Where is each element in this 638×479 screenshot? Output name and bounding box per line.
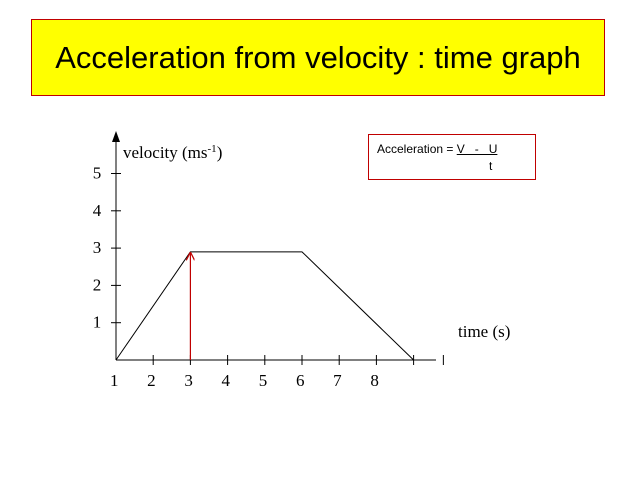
x-tick-label-7: 7 <box>333 371 342 390</box>
y-tick-label-3: 3 <box>93 238 102 257</box>
y-axis-arrowhead <box>112 131 120 142</box>
x-tick-label-8: 8 <box>370 371 379 390</box>
y-axis-label: velocity (ms-1) <box>123 143 222 162</box>
title-banner: Acceleration from velocity : time graph <box>31 19 605 96</box>
chart-plot <box>115 251 414 361</box>
formula-prefix: Acceleration = <box>377 142 457 156</box>
formula-box: Acceleration = V - U t <box>368 134 536 180</box>
x-tick-label-5: 5 <box>259 371 268 390</box>
y-tick-label-1: 1 <box>93 313 102 332</box>
y-tick-label-5: 5 <box>93 164 102 183</box>
y-tick-label-2: 2 <box>93 275 102 294</box>
x-axis-label: time (s) <box>458 322 510 341</box>
slide-title: Acceleration from velocity : time graph <box>55 39 581 75</box>
formula-line: Acceleration = V - U <box>377 142 497 156</box>
chart-ticks: 1 2 3 4 5 6 7 8 1 2 3 4 5 <box>93 164 444 390</box>
x-tick-label-4: 4 <box>222 371 231 390</box>
x-tick-label-2: 2 <box>147 371 156 390</box>
chart-axes <box>112 131 436 361</box>
x-tick-label-3: 3 <box>184 371 193 390</box>
formula-numerator: V - U <box>456 142 498 156</box>
series-line-1 <box>115 251 414 361</box>
x-tick-label-1: 1 <box>110 371 119 390</box>
y-tick-label-4: 4 <box>93 201 102 220</box>
x-tick-label-6: 6 <box>296 371 305 390</box>
formula-denominator: t <box>489 159 493 173</box>
